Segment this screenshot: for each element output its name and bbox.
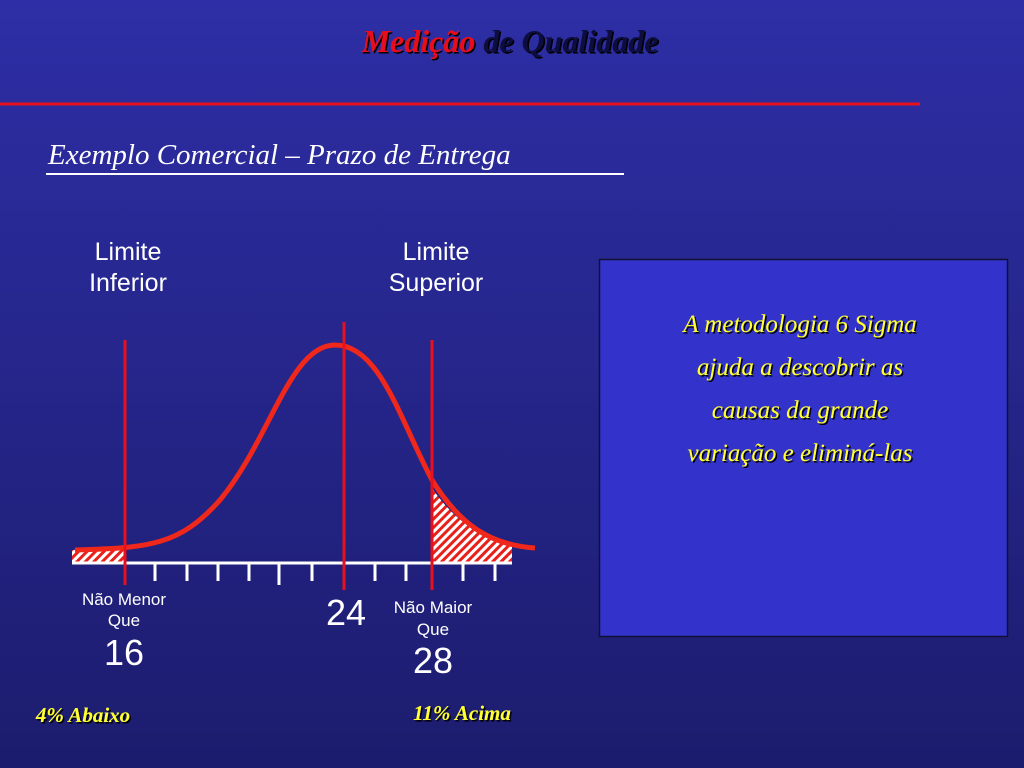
- caption: Não Maior: [394, 598, 473, 617]
- box-line: A metodologia 6 Sigma: [681, 311, 917, 338]
- note: 4% Abaixo: [35, 703, 130, 727]
- title-highlight: Medição: [361, 23, 476, 59]
- ticks: [153, 563, 497, 585]
- caption: Que: [108, 611, 140, 630]
- limit-label: Limite: [403, 238, 470, 266]
- text-box: [598, 258, 1009, 638]
- limit-lines: [123, 322, 434, 590]
- subtitle: Exemplo Comercial – Prazo de Entrega: [47, 139, 511, 171]
- title-rest: de Qualidade: [483, 23, 658, 59]
- caption: Não Menor: [82, 590, 166, 609]
- hatched-area: [432, 488, 512, 563]
- box-line: variação e eliminá-las: [688, 440, 913, 467]
- limit-label: Limite: [95, 238, 162, 266]
- box-line: ajuda a descobrir as: [697, 354, 903, 381]
- limit-label: Superior: [389, 269, 484, 297]
- note: 11% Acima: [413, 701, 511, 725]
- bell-curve: [74, 342, 536, 553]
- title: Medição de Qualidade: [361, 23, 659, 59]
- caption: Que: [417, 620, 449, 639]
- limit-value: 28: [413, 640, 453, 681]
- center-value: 24: [326, 592, 366, 633]
- limit-value: 16: [104, 632, 144, 673]
- box-line: causas da grande: [712, 397, 888, 424]
- limit-label: Inferior: [89, 269, 167, 297]
